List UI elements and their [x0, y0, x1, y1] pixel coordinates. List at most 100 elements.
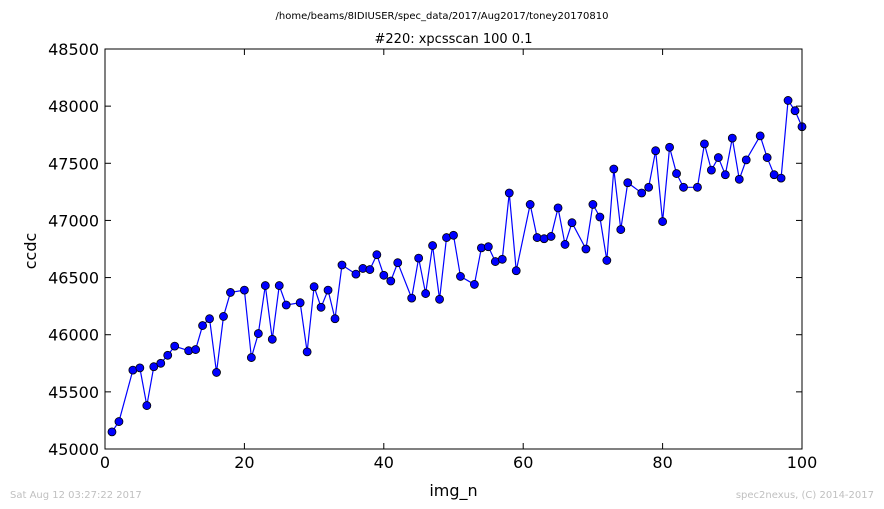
data-point	[302, 347, 312, 357]
y-axis-label: ccdc	[21, 233, 40, 270]
data-point	[435, 294, 444, 304]
data-point	[421, 289, 431, 298]
data-point	[393, 258, 403, 268]
data-point	[672, 169, 681, 178]
x-axis-label: img_n	[429, 481, 477, 501]
y-tick-label: 48500	[48, 40, 99, 59]
data-point	[219, 312, 228, 321]
data-point	[623, 178, 633, 188]
tick-labels: 0 20 40 60 80 100 45000 45500 46000 46500 47000 475…	[48, 40, 817, 472]
data-point	[205, 314, 214, 324]
data-point	[504, 188, 514, 198]
x-tick-label: 0	[100, 453, 110, 472]
y-tick-label: 48000	[48, 97, 99, 116]
data-point	[170, 341, 180, 351]
data-point	[693, 182, 702, 192]
data-point	[142, 401, 152, 410]
x-tick-label: 100	[787, 453, 818, 472]
data-point	[428, 241, 437, 250]
data-point	[156, 358, 166, 368]
data-point	[281, 300, 291, 310]
data-point	[727, 133, 737, 143]
chart-title: #220: xpcsscan 100 0.1	[375, 32, 533, 47]
data-point	[637, 188, 647, 198]
data-point	[553, 203, 563, 213]
data-point	[769, 170, 779, 180]
series-layer	[107, 96, 807, 437]
data-point	[700, 139, 709, 149]
y-tick-label: 45000	[48, 440, 99, 459]
data-point	[616, 225, 626, 234]
data-point	[107, 427, 117, 437]
data-point	[790, 106, 800, 116]
data-point	[337, 260, 347, 270]
x-tick-label: 20	[234, 453, 254, 472]
data-point	[260, 281, 270, 290]
data-point	[567, 218, 577, 228]
data-point	[713, 153, 723, 162]
data-point	[330, 314, 340, 324]
data-point	[323, 285, 333, 295]
data-point	[365, 265, 375, 274]
x-tick-label: 40	[374, 453, 394, 472]
data-point	[776, 173, 786, 183]
data-point	[581, 244, 591, 254]
series-line	[111, 99, 803, 433]
data-point	[609, 164, 619, 174]
data-point	[274, 281, 284, 290]
data-point	[588, 200, 598, 209]
data-point	[135, 363, 145, 373]
data-point	[212, 368, 221, 377]
footer-credit: spec2nexus, (C) 2014-2017	[736, 490, 874, 501]
data-point	[595, 212, 605, 222]
data-point	[679, 182, 688, 192]
data-point	[267, 334, 277, 344]
data-point	[762, 153, 772, 162]
data-point	[755, 131, 765, 141]
data-point	[191, 345, 201, 354]
data-point	[372, 250, 382, 260]
data-point	[665, 142, 674, 152]
x-tick-label: 60	[513, 453, 533, 472]
data-point	[407, 293, 417, 303]
x-tick-label: 80	[652, 453, 672, 472]
data-point	[295, 298, 305, 308]
data-point	[253, 329, 263, 338]
data-point	[560, 240, 570, 249]
data-point	[644, 182, 654, 192]
data-point	[525, 200, 535, 209]
data-point	[783, 96, 793, 105]
data-point	[316, 302, 326, 312]
data-point	[602, 256, 612, 265]
data-point	[351, 269, 361, 279]
data-point	[741, 155, 751, 165]
y-tick-label: 47000	[48, 211, 99, 230]
data-point	[470, 280, 479, 289]
data-point	[456, 272, 465, 281]
data-point	[734, 174, 744, 184]
data-point	[414, 253, 424, 263]
y-tick-label: 45500	[48, 383, 99, 402]
data-point	[386, 276, 396, 286]
data-point	[483, 242, 493, 252]
data-point	[246, 353, 256, 362]
data-point	[239, 285, 249, 295]
data-point	[546, 232, 556, 241]
plot-frame	[104, 48, 803, 450]
data-point	[198, 321, 207, 330]
data-point	[511, 266, 521, 276]
data-point	[226, 288, 235, 297]
y-tick-label: 47500	[48, 154, 99, 173]
y-tick-label: 46500	[48, 269, 99, 288]
figure-suptitle: /home/beams/8IDIUSER/spec_data/2017/Aug2…	[276, 11, 609, 22]
data-point	[497, 254, 507, 264]
footer-timestamp: Sat Aug 12 03:27:22 2017	[10, 490, 142, 501]
data-point	[651, 146, 661, 156]
data-point	[163, 350, 173, 360]
data-point	[114, 417, 124, 426]
data-point	[706, 165, 716, 175]
y-tick-label: 46000	[48, 326, 99, 345]
data-point	[720, 170, 730, 180]
